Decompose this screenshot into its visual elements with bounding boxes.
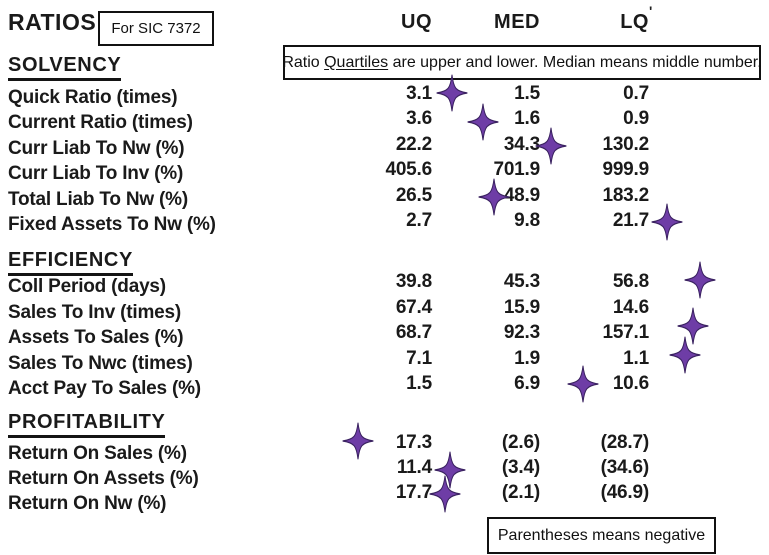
cell-uq: 7.1	[406, 347, 432, 369]
cell-lq: 14.6	[612, 296, 649, 318]
quartiles-note-underlined: Quartiles	[324, 53, 389, 71]
table-row: Curr Liab To Nw (%) 22.2 34.3 130.2	[8, 134, 761, 161]
cell-uq: 17.3	[395, 432, 432, 453]
cell-lq: 21.7	[612, 209, 649, 231]
section-solvency: SOLVENCY Quick Ratio (times) 3.1 1.5 0.7…	[8, 54, 761, 304]
cell-med: 6.9	[514, 373, 540, 395]
row-label: Total Liab To Nw (%)	[8, 188, 188, 210]
row-label: Coll Period (days)	[8, 276, 166, 297]
sic-note-box: For SIC 7372	[98, 11, 214, 46]
cell-lq: (34.6)	[600, 457, 650, 478]
table-row: Total Liab To Nw (%) 26.5 48.9 183.2	[8, 185, 761, 212]
row-label: Fixed Assets To Nw (%)	[8, 213, 216, 235]
quartiles-note-prefix: Ratio	[282, 53, 325, 71]
column-header-uq: UQ	[401, 11, 432, 33]
table-row: Curr Liab To Inv (%) 405.6 701.9 999.9	[8, 159, 761, 186]
cell-lq: 157.1	[602, 322, 649, 344]
table-row: Sales To Nwc (times) 7.1 1.9 1.1	[8, 348, 761, 377]
table-row: Fixed Assets To Nw (%) 2.7 9.8 21.7	[8, 210, 761, 237]
sic-note-text: For SIC 7372	[111, 20, 201, 37]
cell-lq: 1.1	[623, 347, 649, 369]
parentheses-note-box: Parentheses means negative	[487, 517, 716, 554]
cell-med: 1.5	[514, 83, 540, 104]
cell-med: 701.9	[493, 159, 540, 181]
table-row: Return On Assets (%) 11.4 (3.4) (34.6)	[8, 457, 761, 491]
cell-med: 45.3	[503, 271, 540, 292]
cell-lq: 130.2	[602, 133, 649, 155]
row-label: Acct Pay To Sales (%)	[8, 378, 201, 400]
table-row: Coll Period (days) 39.8 45.3 56.8	[8, 271, 761, 300]
cell-lq: 183.2	[602, 184, 649, 206]
table-row: Return On Nw (%) 17.7 (2.1) (46.9)	[8, 482, 761, 516]
cell-med: 48.9	[503, 184, 540, 206]
cell-med: (2.1)	[501, 482, 540, 503]
profitability-rows: Return On Sales (%) 17.3 (2.6) (28.7) Re…	[8, 432, 761, 516]
row-label: Sales To Nwc (times)	[8, 352, 193, 374]
row-label: Current Ratio (times)	[8, 112, 193, 134]
section-efficiency: EFFICIENCY Coll Period (days) 39.8 45.3 …	[8, 249, 761, 459]
cell-lq: 56.8	[612, 271, 649, 292]
section-profitability: PROFITABILITY Return On Sales (%) 17.3 (…	[8, 411, 761, 541]
cell-med: (3.4)	[501, 457, 540, 478]
column-header-med: MED	[494, 11, 540, 33]
row-label: Return On Nw (%)	[8, 493, 167, 514]
table-row: Current Ratio (times) 3.6 1.6 0.9	[8, 108, 761, 135]
cell-lq: 10.6	[612, 373, 649, 395]
cell-med: 34.3	[503, 133, 540, 155]
cell-med: 92.3	[503, 322, 540, 344]
row-label: Quick Ratio (times)	[8, 87, 178, 108]
section-heading-solvency: SOLVENCY	[8, 54, 122, 81]
section-heading-efficiency: EFFICIENCY	[8, 249, 133, 276]
lq-header-tick-mark: '	[649, 3, 653, 19]
cell-uq: 17.7	[395, 482, 432, 503]
cell-uq: 1.5	[406, 373, 432, 395]
cell-uq: 2.7	[406, 209, 432, 231]
table-row: Acct Pay To Sales (%) 1.5 6.9 10.6	[8, 373, 761, 402]
page-title: RATIOS	[8, 9, 97, 35]
cell-med: (2.6)	[501, 432, 540, 453]
table-row: Assets To Sales (%) 68.7 92.3 157.1	[8, 322, 761, 351]
row-label: Return On Assets (%)	[8, 468, 199, 489]
cell-uq: 405.6	[385, 159, 432, 181]
row-label: Assets To Sales (%)	[8, 327, 184, 349]
cell-uq: 11.4	[396, 457, 432, 478]
cell-uq: 22.2	[395, 133, 432, 155]
cell-med: 9.8	[514, 209, 540, 231]
cell-lq: 0.7	[623, 83, 649, 104]
column-header-lq: LQ	[620, 11, 649, 33]
solvency-rows: Quick Ratio (times) 3.1 1.5 0.7 Current …	[8, 83, 761, 237]
row-label: Curr Liab To Nw (%)	[8, 137, 185, 159]
cell-uq: 39.8	[395, 271, 432, 292]
cell-med: 15.9	[503, 296, 540, 318]
quartiles-note-suffix: are upper and lower. Median means middle…	[388, 53, 762, 71]
cell-lq: (46.9)	[600, 482, 650, 503]
cell-uq: 3.6	[406, 108, 432, 130]
efficiency-rows: Coll Period (days) 39.8 45.3 56.8 Sales …	[8, 271, 761, 402]
table-row: Sales To Inv (times) 67.4 15.9 14.6	[8, 297, 761, 326]
cell-uq: 67.4	[395, 296, 432, 318]
cell-uq: 3.1	[406, 83, 432, 104]
row-label: Sales To Inv (times)	[8, 301, 182, 323]
row-label: Curr Liab To Inv (%)	[8, 163, 184, 185]
quartiles-note-box: Ratio Quartiles are upper and lower. Med…	[282, 45, 762, 80]
cell-uq: 68.7	[395, 322, 432, 344]
cell-lq: 0.9	[623, 108, 649, 130]
table-row: Quick Ratio (times) 3.1 1.5 0.7	[8, 83, 761, 110]
parentheses-note-text: Parentheses means negative	[497, 526, 706, 544]
row-label: Return On Sales (%)	[8, 443, 187, 464]
cell-lq: (28.7)	[600, 432, 650, 453]
cell-med: 1.9	[514, 347, 540, 369]
table-row: Return On Sales (%) 17.3 (2.6) (28.7)	[8, 432, 761, 466]
cell-uq: 26.5	[395, 184, 432, 206]
cell-med: 1.6	[514, 108, 540, 130]
cell-lq: 999.9	[602, 159, 649, 181]
section-heading-profitability: PROFITABILITY	[8, 411, 166, 438]
